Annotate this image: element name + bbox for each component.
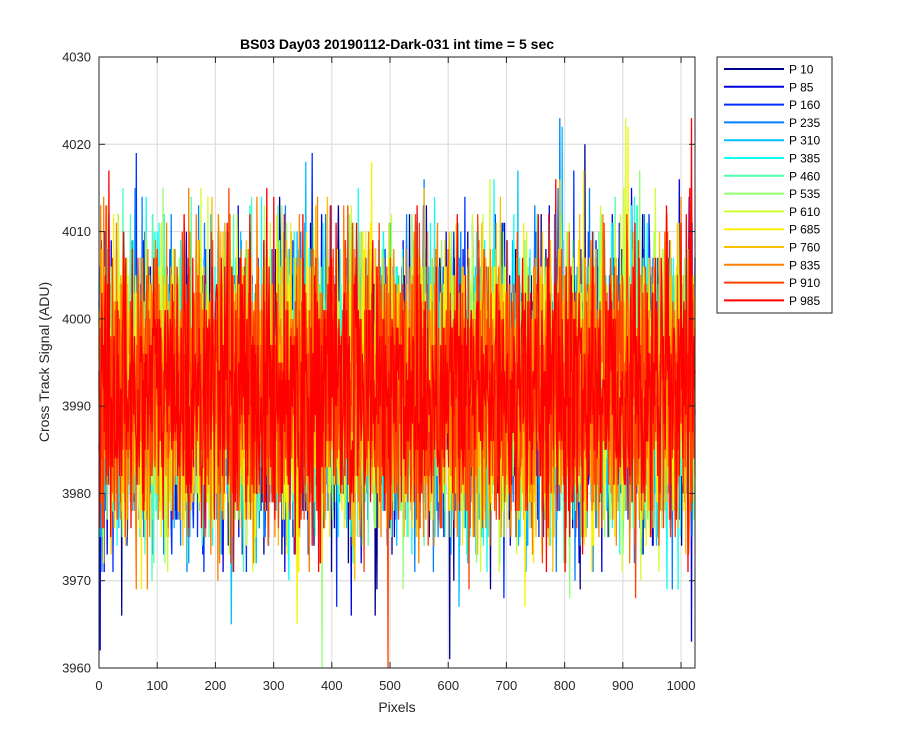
legend-label: P 535	[789, 187, 820, 201]
legend-label: P 460	[789, 169, 820, 183]
y-tick-label: 3990	[62, 399, 91, 414]
y-tick-label: 3980	[62, 486, 91, 501]
legend-label: P 385	[789, 152, 820, 166]
x-tick-label: 500	[379, 678, 401, 693]
x-tick-label: 900	[612, 678, 634, 693]
legend: P 10 P 85 P 160 P 235 P 310 P 385 P 460 P 535 P …	[716, 56, 833, 314]
x-tick-label: 100	[146, 678, 168, 693]
x-tick-label: 600	[437, 678, 459, 693]
x-tick-label: 300	[263, 678, 285, 693]
y-tick-label: 4010	[62, 224, 91, 239]
x-tick-label: 1000	[667, 678, 696, 693]
legend-label: P 85	[789, 80, 814, 94]
x-tick-label: 800	[554, 678, 576, 693]
y-tick-label: 3960	[62, 661, 91, 676]
legend-label: P 685	[789, 223, 820, 237]
y-axis-label: Cross Track Signal (ADU)	[36, 282, 52, 442]
y-tick-label: 3970	[62, 573, 91, 588]
x-tick-label: 200	[205, 678, 227, 693]
legend-label: P 235	[789, 116, 820, 130]
tick-marks	[98, 56, 695, 669]
series-lines	[98, 118, 696, 669]
y-tick-label: 4000	[62, 311, 91, 326]
legend-label: P 760	[789, 241, 820, 255]
legend-label: P 910	[789, 276, 820, 290]
x-tick-labels: 0 100 200 300 400 500 600 700 800 900 1000	[95, 678, 695, 693]
x-tick-label: 700	[496, 678, 518, 693]
legend-label: P 310	[789, 134, 820, 148]
series-line-p985	[98, 118, 696, 573]
x-axis-label: Pixels	[378, 699, 415, 715]
legend-label: P 10	[789, 63, 814, 77]
y-tick-label: 4020	[62, 137, 91, 152]
legend-label: P 610	[789, 205, 820, 219]
x-tick-label: 400	[321, 678, 343, 693]
x-tick-label: 0	[95, 678, 102, 693]
legend-label: P 835	[789, 258, 820, 272]
legend-label: P 160	[789, 98, 820, 112]
legend-label: P 985	[789, 294, 820, 308]
chart-title: BS03 Day03 20190112-Dark-031 int time = …	[240, 36, 554, 52]
plot-frame	[98, 56, 696, 669]
y-tick-label: 4030	[62, 50, 91, 65]
legend-items: P 10 P 85 P 160 P 235 P 310 P 385 P 460 P 535 P …	[724, 63, 820, 308]
legend-box	[716, 56, 833, 314]
y-tick-labels: 3960 3970 3980 3990 4000 4010 4020 4030	[62, 50, 91, 676]
